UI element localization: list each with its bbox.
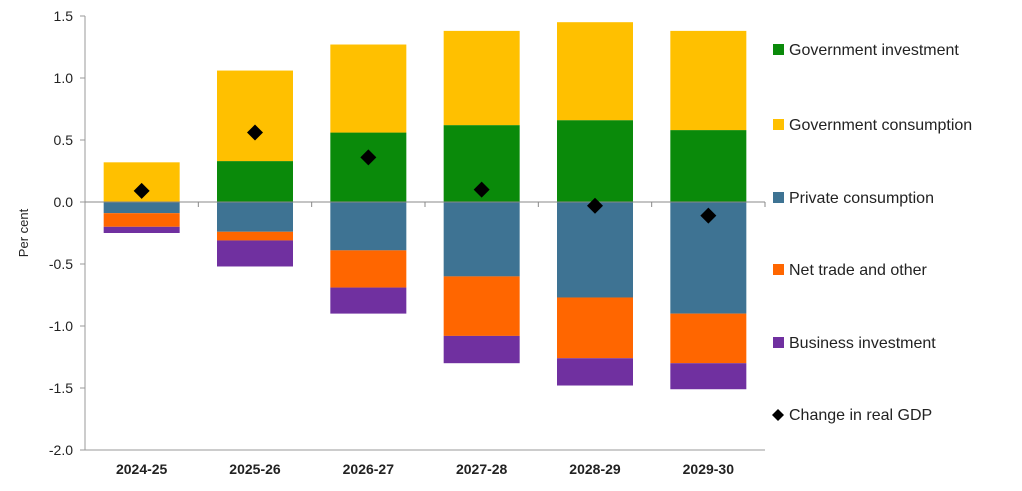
y-tick-label: -0.5	[49, 256, 73, 272]
x-tick-label: 2025-26	[229, 461, 281, 477]
bar-government-consumption	[670, 30, 747, 131]
bar-business-investment	[217, 240, 293, 267]
legend-label: Government consumption	[789, 117, 972, 134]
gdp-marker	[247, 124, 263, 141]
bar-government-consumption	[443, 30, 520, 126]
y-tick-label: 0.0	[54, 194, 74, 210]
bar-net-trade-and-other	[670, 313, 747, 364]
bar-business-investment	[670, 363, 747, 390]
legend-swatch	[773, 337, 784, 348]
bar-government-investment	[670, 130, 747, 202]
legend-swatch	[773, 44, 784, 55]
bar-business-investment	[557, 358, 633, 386]
gdp-marker	[133, 182, 150, 199]
y-tick-label: -1.0	[49, 318, 73, 334]
legend-label: Change in real GDP	[789, 407, 932, 424]
bar-government-consumption	[330, 44, 407, 133]
y-tick-label: 1.5	[54, 8, 74, 24]
bar-business-investment	[103, 226, 180, 233]
legend-marker-diamond	[772, 409, 784, 421]
bar-business-investment	[330, 287, 407, 314]
bar-private-consumption	[217, 202, 293, 232]
bar-net-trade-and-other	[443, 276, 520, 336]
bar-net-trade-and-other	[330, 250, 407, 288]
x-tick-label: 2026-27	[343, 461, 395, 477]
x-tick-label: 2028-29	[569, 461, 621, 477]
gdp-marker	[473, 181, 490, 198]
y-axis-label: Per cent	[16, 208, 31, 257]
y-tick-label: -1.5	[49, 380, 73, 396]
bar-private-consumption	[443, 202, 520, 277]
gdp-marker	[360, 149, 377, 166]
x-tick-label: 2029-30	[683, 461, 735, 477]
bar-government-investment	[330, 132, 407, 202]
legend-label: Business investment	[789, 335, 936, 352]
x-tick-label: 2024-25	[116, 461, 168, 477]
legend-label: Private consumption	[789, 190, 934, 207]
x-tick-label: 2027-28	[456, 461, 508, 477]
legend-swatch	[773, 119, 784, 130]
bar-private-consumption	[557, 202, 633, 298]
bar-net-trade-and-other	[557, 297, 633, 359]
bar-business-investment	[443, 335, 520, 364]
bar-government-consumption	[217, 70, 293, 162]
bar-government-investment	[557, 120, 633, 202]
gdp-marker	[700, 207, 717, 224]
y-tick-label: -2.0	[49, 442, 73, 458]
y-tick-label: 1.0	[54, 70, 74, 86]
bar-private-consumption	[330, 202, 407, 251]
legend-label: Net trade and other	[789, 262, 928, 279]
bar-government-consumption	[557, 22, 633, 121]
bar-government-investment	[217, 161, 293, 202]
legend-swatch	[773, 192, 784, 203]
bar-net-trade-and-other	[103, 213, 180, 227]
bar-private-consumption	[103, 202, 180, 214]
gdp-marker	[587, 197, 603, 214]
legend-label: Government investment	[789, 42, 959, 59]
legend-swatch	[773, 264, 784, 275]
bar-net-trade-and-other	[217, 231, 293, 241]
y-tick-label: 0.5	[54, 132, 74, 148]
